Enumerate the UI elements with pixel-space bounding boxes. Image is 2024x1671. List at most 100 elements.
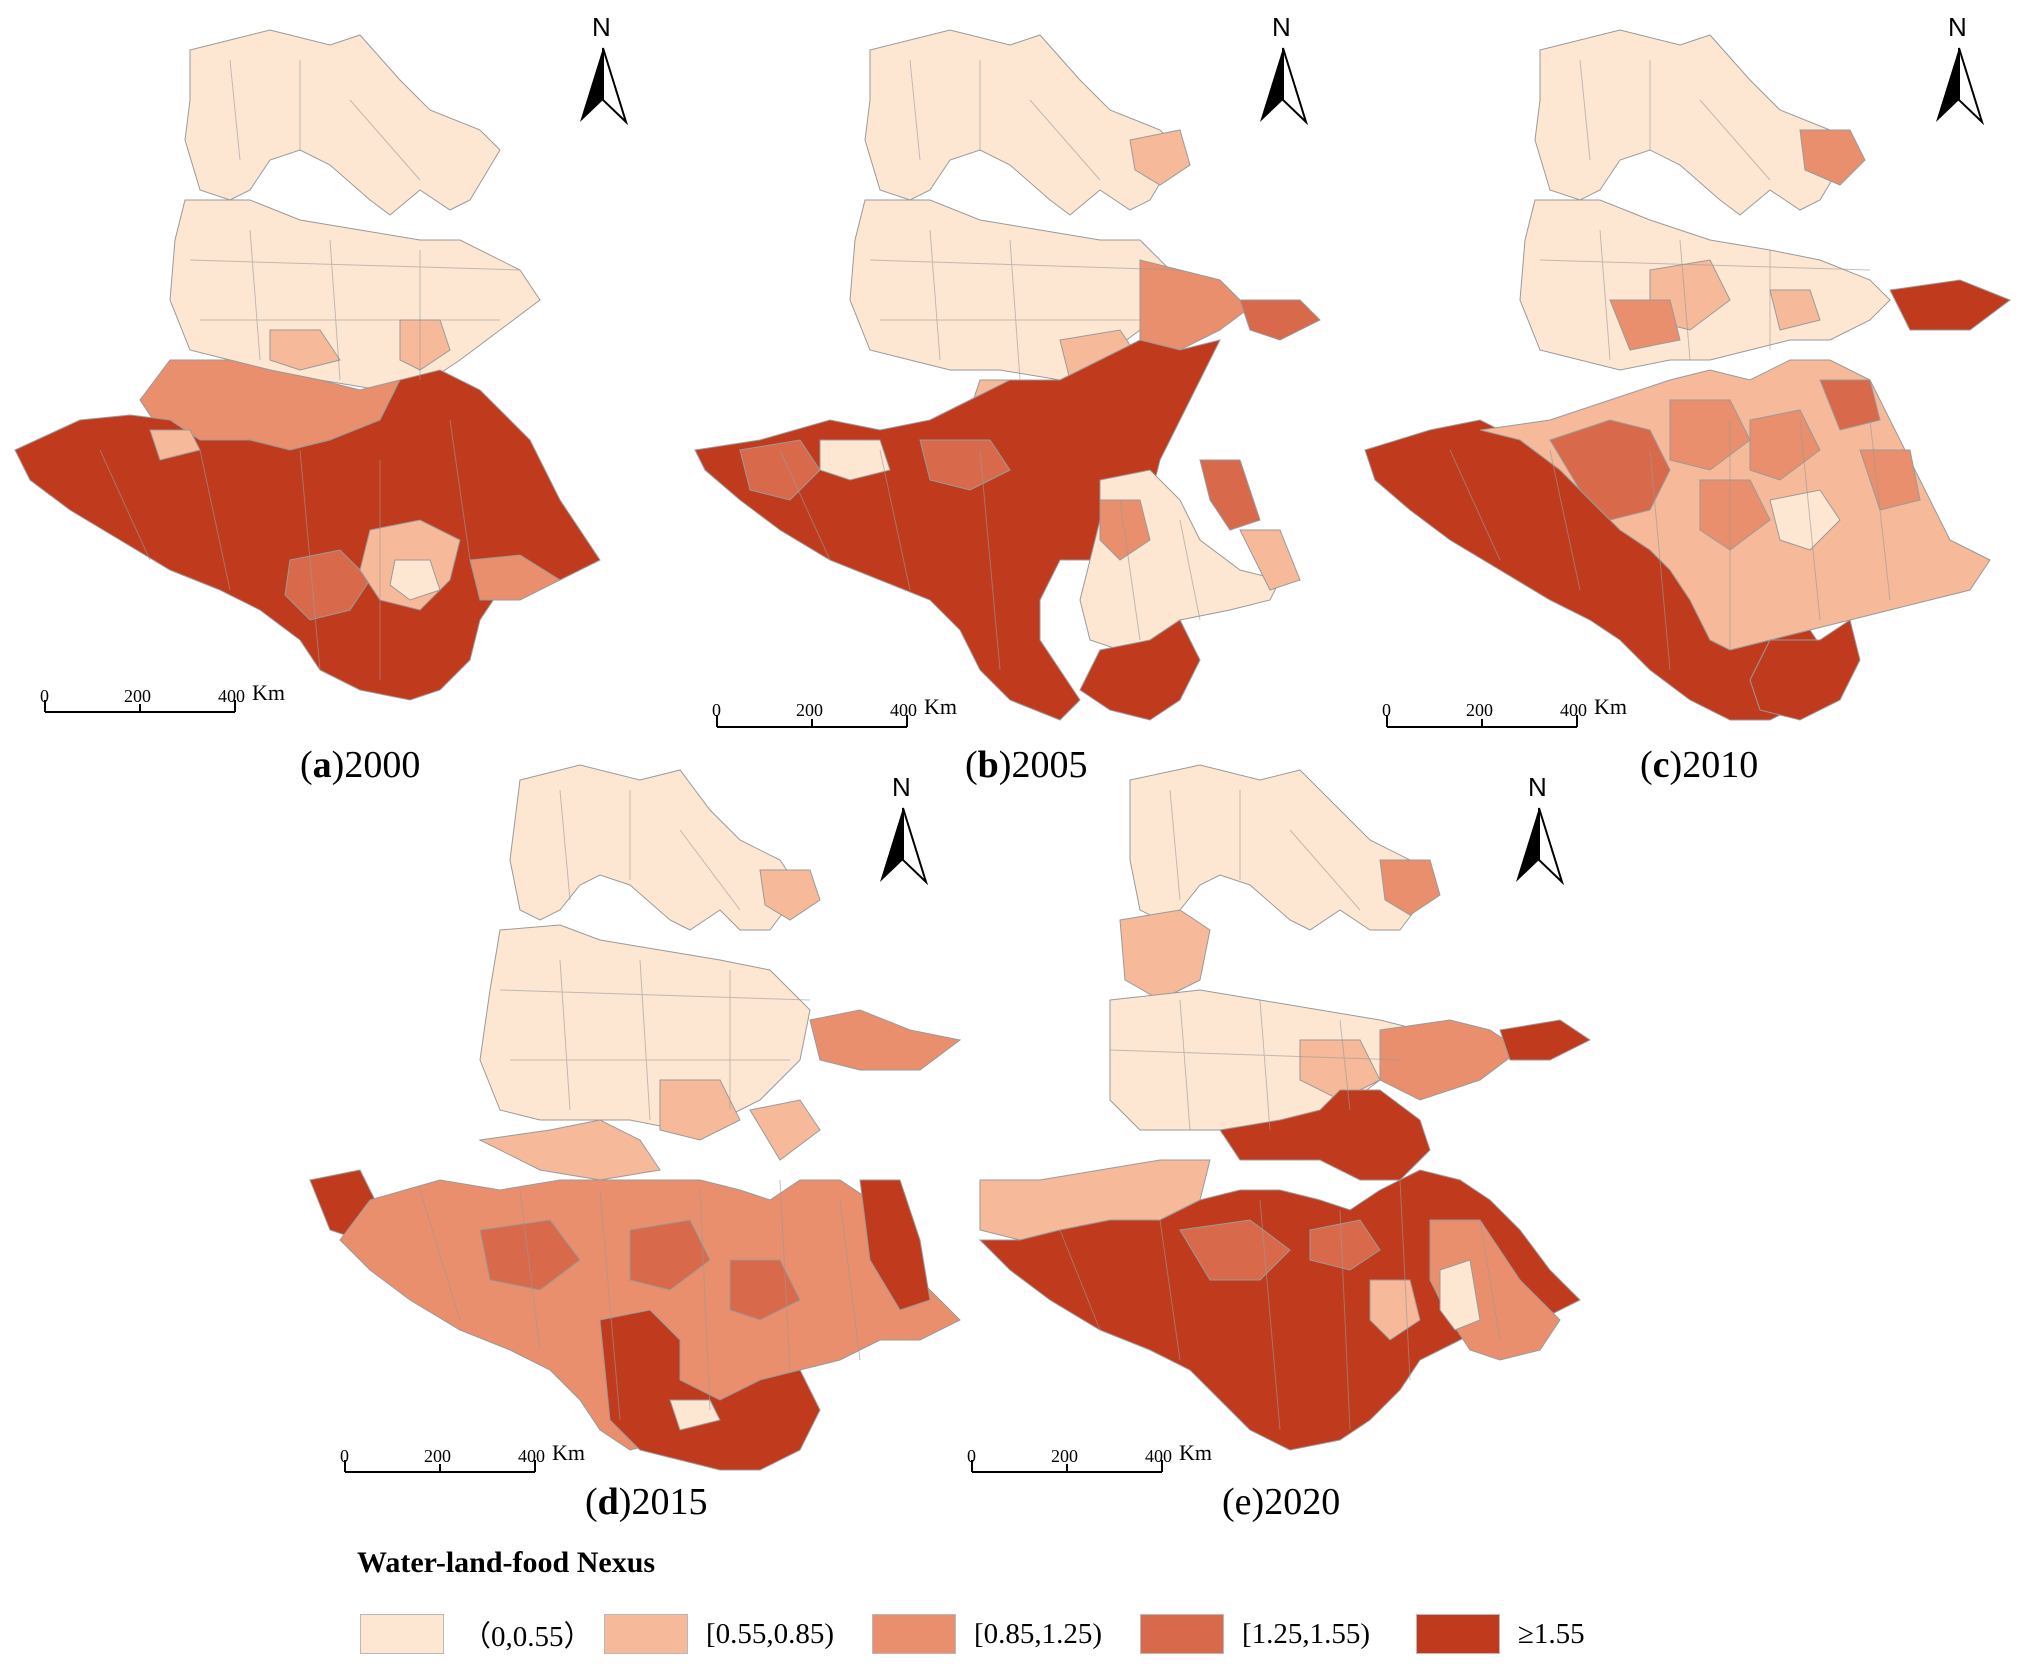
scale-bar [971,1460,1163,1473]
scale-unit: Km [552,1440,585,1465]
north-arrow-icon [1260,47,1309,126]
scale-tick-200: 200 [424,1446,451,1466]
map-region-c2 [269,329,341,371]
map-region-c1 [509,764,801,931]
map-region-c5 [859,1179,931,1311]
map-region-c3 [1099,499,1151,561]
map-region-c1 [864,29,1181,216]
map-region-c3 [1379,859,1441,916]
panel-letter: c [1652,744,1670,786]
north-arrow-icon [580,47,629,126]
map-region-c5 [1219,1089,1431,1181]
map-region-c1 [1534,29,1851,216]
north-arrow-label: N [892,772,911,802]
map-region-c3 [1749,409,1821,481]
region-band-2000 [139,319,451,451]
panel-letter: e [1234,1481,1252,1523]
legend-swatch-class2 [604,1614,688,1654]
legend-item-class2: [0.55,0.85) [604,1612,834,1656]
map-region-c3 [1379,1019,1521,1101]
map-2020 [978,764,1591,1451]
legend-label-class3: [0.85,1.25) [974,1617,1103,1650]
map-panel-2015: N 0 200 400 Km (d)2015 [300,760,980,1523]
map-2010 [1364,29,2012,721]
map-region-c2 [759,869,821,921]
north-arrow-label: N [1948,12,1967,42]
scale-bar [44,700,236,713]
map-region-c4 [479,1219,581,1291]
map-region-c3 [1799,129,1866,186]
map-region-c1 [669,1399,721,1431]
map-2015 [309,764,962,1471]
map-region-c1 [819,439,891,481]
map-region-c4 [1309,1219,1381,1271]
scale-tick-0: 0 [712,700,721,720]
panel-year: 2005 [1011,744,1088,786]
map-region-c2 [749,1099,821,1161]
scale-tick-0: 0 [967,1446,976,1466]
scale-tick-0: 0 [40,686,49,706]
panel-year: 2020 [1264,1481,1341,1523]
map-region-c5 [1749,619,1861,721]
map-region-c4 [919,439,1011,491]
legend-item-class4: [1.25,1.55) [1140,1612,1370,1656]
scale-unit: Km [924,694,957,719]
scale-tick-400: 400 [218,686,245,706]
map-panel-2020: N 0 200 400 Km (e)2020 [960,760,1640,1523]
map-region-c4 [1179,1219,1291,1281]
map-region-c5 [1079,619,1201,721]
scale-unit: Km [1594,694,1627,719]
north-arrow-label: N [1528,772,1547,802]
panel-letter: d [597,1481,619,1523]
north-arrow-label: N [1272,12,1291,42]
panel-year: 2015 [631,1481,708,1523]
map-region-c2 [1129,129,1191,186]
scale-tick-200: 200 [124,686,151,706]
legend-label-class5: ≥1.55 [1518,1617,1585,1650]
map-region-c1 [479,924,811,1131]
map-panel-2005: N 0 200 400 Km (b)2005 [680,0,1360,800]
legend-label-class2: [0.55,0.85) [706,1617,835,1650]
map-region-c3 [809,1009,962,1071]
panel-year: 2000 [344,744,421,786]
map-region-c2 [478,1119,661,1181]
panel-caption: (b)2005 [965,744,1088,786]
scale-unit: Km [252,680,285,705]
north-arrow-icon [1516,807,1565,886]
map-region-c5 [1889,279,2012,331]
legend-item-class5: ≥1.55 [1416,1612,1585,1656]
map-2000 [14,29,601,701]
map-region-c3 [469,554,562,601]
scale-tick-0: 0 [1382,700,1391,720]
scale-tick-400: 400 [518,1446,545,1466]
scale-unit: Km [1179,1440,1212,1465]
legend-label-class1: （0,0.55） [462,1621,593,1653]
north-arrow-icon [880,807,929,886]
map-region-c4 [1199,459,1261,531]
scale-tick-200: 200 [1051,1446,1078,1466]
map-region-c1 [389,559,441,601]
legend-label-class4: [1.25,1.55) [1242,1617,1371,1650]
scale-bar [344,1460,536,1473]
scale-tick-400: 400 [1145,1446,1172,1466]
map-panel-2010: N 0 200 400 Km (c)2010 [1350,0,2024,800]
panel-year: 2010 [1682,744,1759,786]
legend-swatch-class5 [1416,1614,1500,1654]
map-2005 [694,29,1321,721]
legend-swatch-class4 [1140,1614,1224,1654]
scale-bar [716,715,908,728]
map-region-c1 [1769,489,1841,551]
north-arrow-label: N [592,12,611,42]
panel-caption: (c)2010 [1640,744,1759,786]
legend-swatch-class3 [872,1614,956,1654]
map-region-c2 [1119,909,1211,1001]
map-region-c2 [659,1079,741,1141]
map-region-c3 [1699,479,1771,551]
map-region-c4 [284,549,371,621]
legend-swatch-class1 [360,1614,444,1654]
scale-bar [1386,715,1578,728]
map-region-c3 [1609,299,1681,351]
scale-tick-200: 200 [796,700,823,720]
north-arrow-icon [1936,47,1985,126]
scale-tick-200: 200 [1466,700,1493,720]
